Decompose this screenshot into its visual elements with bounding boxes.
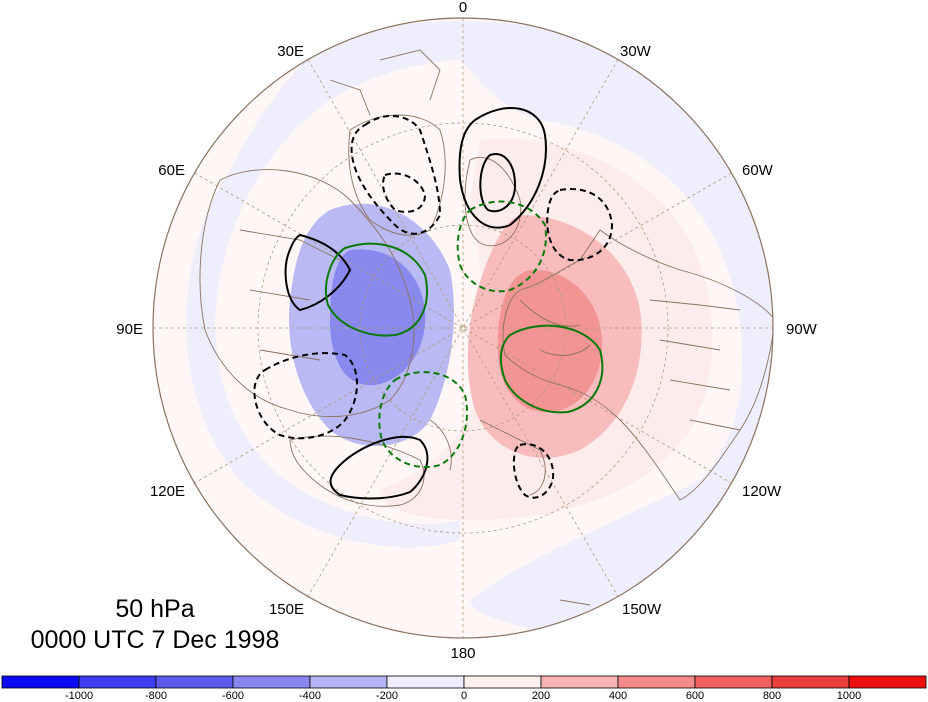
contour-positive-green — [324, 242, 428, 337]
colorbar-swatch — [78, 675, 157, 689]
contour-negative-black — [350, 114, 442, 235]
globe-outline — [152, 17, 774, 639]
lon-label-120e: 120E — [150, 483, 185, 500]
contour-positive-black — [479, 153, 517, 213]
lon-label-150w: 150W — [622, 601, 662, 618]
colorbar-tick-label: -1000 — [65, 690, 93, 702]
contour-negative-green — [378, 371, 469, 468]
positive-strong-region — [497, 269, 603, 413]
colorbar-swatch — [848, 675, 927, 689]
shaded-anomaly-field — [186, 21, 773, 638]
contour-negative-black — [546, 188, 614, 262]
contour-negative-black — [512, 443, 555, 499]
colorbar-tick-label: 400 — [609, 690, 627, 702]
longitude-labels: 0 30W 60W 90W 120W 150W 180 150E 120E 90… — [116, 0, 817, 662]
contour-positive-black — [329, 435, 429, 500]
lon-label-150e: 150E — [269, 601, 304, 618]
lon-label-0: 0 — [459, 0, 467, 16]
colorbar-tick-label: 200 — [532, 690, 550, 702]
colorbar-swatch — [386, 675, 465, 689]
colorbar: -1000 -800 -600 -400 -200 0 200 400 600 800 1000 — [1, 675, 927, 702]
colorbar-tick-label: -200 — [376, 690, 398, 702]
contour-positive-black — [458, 107, 547, 229]
colorbar-tick-label: -400 — [299, 690, 321, 702]
colorbar-tick-label: 0 — [461, 690, 467, 702]
colorbar-tick-label: 1000 — [837, 690, 861, 702]
lon-label-30w: 30W — [620, 43, 652, 60]
contours — [253, 107, 614, 500]
lon-label-60w: 60W — [742, 162, 774, 179]
lon-label-180: 180 — [450, 645, 475, 662]
lon-label-60e: 60E — [158, 162, 185, 179]
colorbar-swatch — [771, 675, 850, 689]
colorbar-swatch — [694, 675, 773, 689]
timestamp-label: 0000 UTC 7 Dec 1998 — [31, 626, 280, 654]
colorbar-swatch — [1, 675, 80, 689]
lon-label-120w: 120W — [742, 483, 782, 500]
lon-label-30e: 30E — [277, 43, 304, 60]
contour-positive-black — [284, 233, 352, 312]
colorbar-tick-label: 600 — [686, 690, 704, 702]
colorbar-tick-label: 800 — [763, 690, 781, 702]
lon-label-90w: 90W — [786, 321, 818, 338]
colorbar-tick-label: -800 — [145, 690, 167, 702]
colorbar-swatch — [617, 675, 696, 689]
contour-positive-green — [499, 324, 604, 414]
colorbar-swatch — [540, 675, 619, 689]
contour-negative-black — [382, 172, 427, 213]
pressure-level-label: 50 hPa — [115, 595, 194, 623]
colorbar-swatch — [155, 675, 234, 689]
colorbar-swatch — [309, 675, 388, 689]
contour-negative-black — [253, 352, 358, 440]
negative-strong-region — [330, 249, 426, 386]
colorbar-tick-label: -600 — [222, 690, 244, 702]
lon-label-90e: 90E — [116, 321, 143, 338]
contour-negative-green — [456, 200, 547, 293]
colorbar-swatch — [232, 675, 311, 689]
colorbar-swatch — [463, 675, 542, 689]
